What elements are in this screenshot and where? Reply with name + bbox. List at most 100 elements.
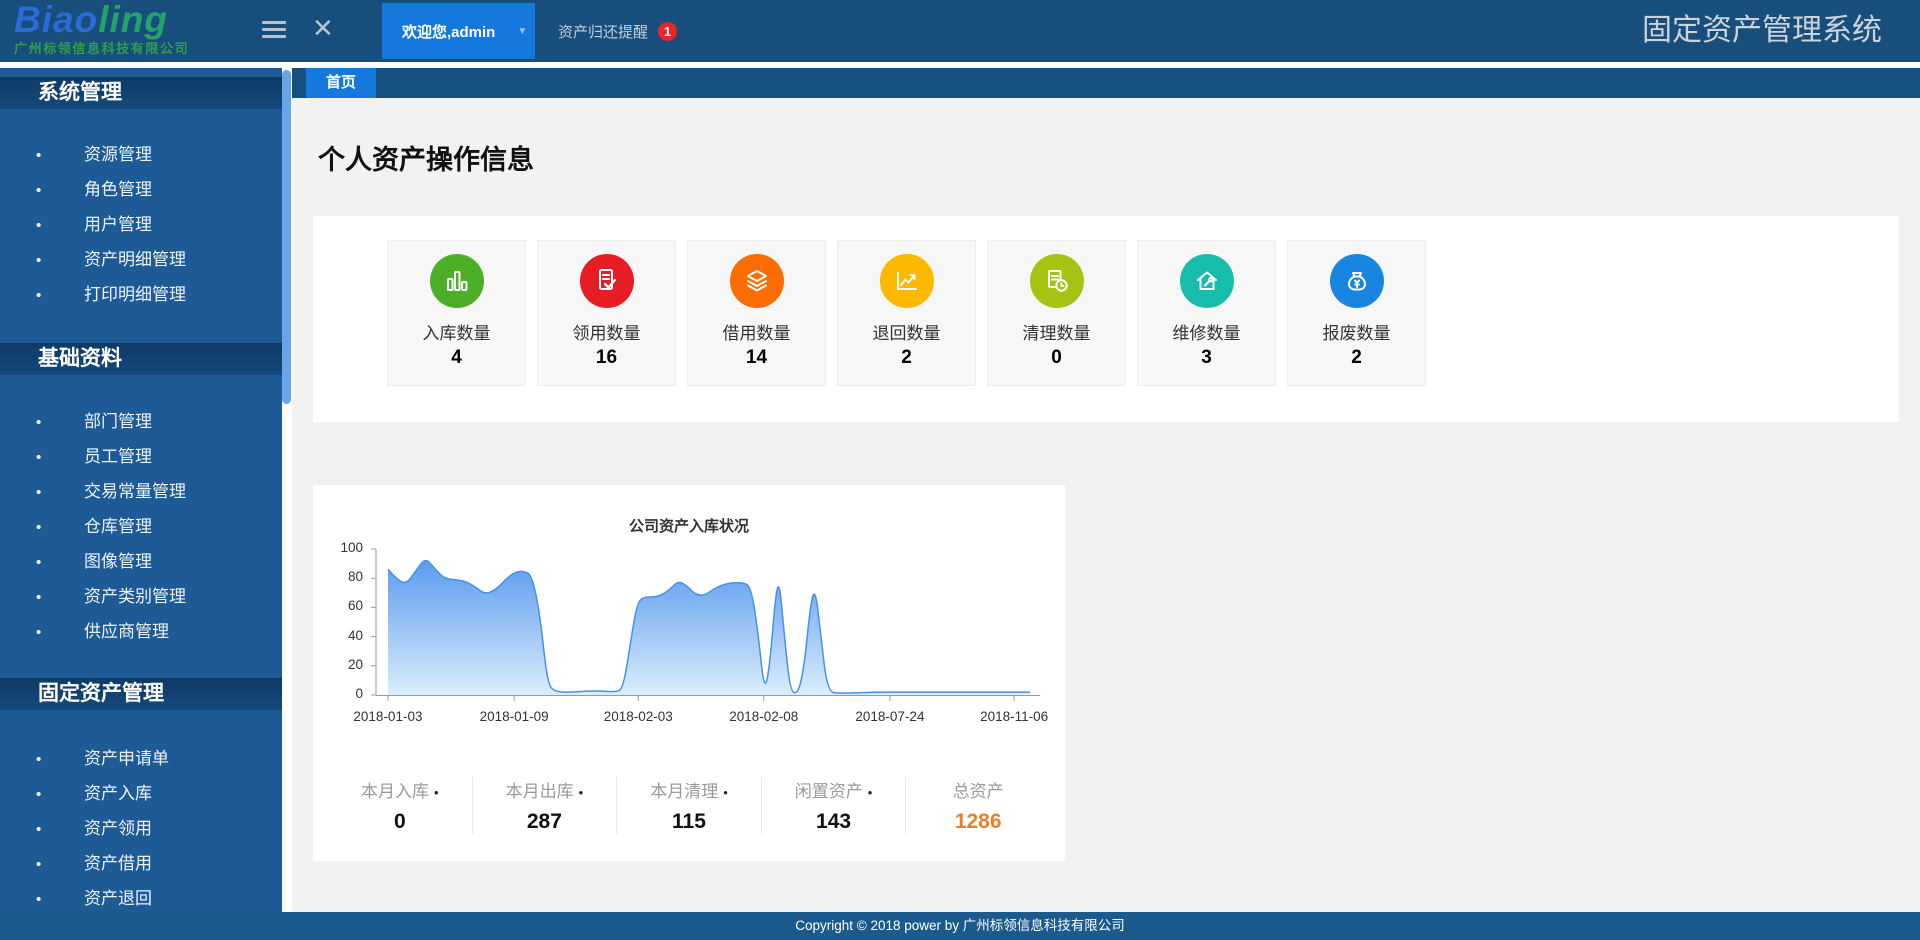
bullet-icon: • — [36, 449, 42, 466]
main-content: 首页 个人资产操作信息 入库数量 4 领用数量 16 — [292, 68, 1920, 912]
sidebar-item-resource-mgmt[interactable]: • 资源管理 — [0, 137, 282, 172]
sidebar-menu-system: • 资源管理 • 角色管理 • 用户管理 • 资产明细管理 • 打印明细管理 — [0, 137, 282, 312]
app-title: 固定资产管理系统 — [1642, 14, 1882, 47]
card-label: 入库数量 — [422, 324, 491, 343]
footer-copyright: Copyright © 2018 power by 广州标领信息科技有限公司 — [0, 912, 1920, 940]
user-menu-button[interactable]: 欢迎您,admin ▼ — [382, 3, 535, 59]
card-scrap-count[interactable]: 报废数量 2 — [1287, 240, 1426, 386]
y-tick-label: 0 — [355, 686, 363, 701]
card-borrow-count[interactable]: 借用数量 14 — [687, 240, 826, 386]
company-logo[interactable]: Biaoling 广州标领信息科技有限公司 — [14, 1, 189, 57]
card-label: 维修数量 — [1172, 324, 1241, 343]
asset-intake-chart-panel: 公司资产入库状况 本月入库 • 0 — [313, 485, 1065, 861]
summary-month-outbound: 本月出库 • 287 — [471, 777, 617, 834]
summary-month-inbound: 本月入库 • 0 — [361, 782, 439, 833]
x-tick-label: 2018-02-03 — [603, 709, 673, 724]
logo-text-blue: Biao — [14, 0, 99, 40]
sidebar-item-asset-application[interactable]: • 资产申请单 — [0, 741, 282, 776]
card-requisition-count[interactable]: 领用数量 16 — [537, 240, 676, 386]
dot-icon: • — [867, 785, 873, 800]
bullet-icon: • — [36, 856, 42, 873]
sidebar-item-asset-borrow[interactable]: • 资产借用 — [0, 846, 282, 881]
bullet-icon: • — [36, 182, 42, 199]
reminder-label: 资产归还提醒 — [558, 23, 649, 41]
chart-title: 公司资产入库状况 — [628, 518, 749, 535]
area-chart — [371, 548, 1040, 701]
card-value: 14 — [745, 347, 768, 368]
sidebar-section-fixed-asset[interactable]: 固定资产管理 — [0, 678, 282, 710]
bullet-icon: • — [36, 821, 42, 838]
bullet-icon: • — [36, 589, 42, 606]
y-axis-ticks — [371, 548, 376, 696]
notification-badge: 1 — [658, 21, 678, 41]
logo-wordmark: Biaoling — [14, 1, 189, 39]
bullet-icon: • — [36, 751, 42, 768]
card-value: 16 — [595, 347, 618, 368]
dot-icon: • — [578, 785, 584, 800]
sidebar-item-supplier-mgmt[interactable]: • 供应商管理 — [0, 614, 282, 649]
sidebar-scrollbar[interactable] — [282, 70, 291, 404]
card-cleanup-count[interactable]: 清理数量 0 — [987, 240, 1126, 386]
topbar: Biaoling 广州标领信息科技有限公司 ✕ 欢迎您,admin ▼ 资产归还… — [0, 0, 1920, 62]
summary-total-assets: 总资产• 1286 — [905, 777, 1050, 834]
sidebar-section-basic-data[interactable]: 基础资料 — [0, 343, 282, 375]
logo-subtitle: 广州标领信息科技有限公司 — [14, 41, 190, 56]
sidebar-item-department-mgmt[interactable]: • 部门管理 — [0, 404, 282, 439]
x-axis-ticks — [387, 695, 1015, 701]
bullet-icon: • — [36, 891, 42, 908]
card-label: 清理数量 — [1022, 324, 1091, 343]
x-tick-label: 2018-11-06 — [980, 709, 1049, 724]
asset-summary-row: 本月入库 • 0 本月出库 • 287 本月清理 • 115 闲置资产 • 143 总资… — [328, 743, 1050, 854]
bullet-icon: • — [36, 786, 42, 803]
bullet-icon: • — [36, 414, 42, 431]
card-label: 报废数量 — [1322, 324, 1391, 343]
card-value: 4 — [451, 347, 462, 368]
sidebar-item-asset-requisition[interactable]: • 资产领用 — [0, 811, 282, 846]
sidebar-item-employee-mgmt[interactable]: • 员工管理 — [0, 439, 282, 474]
bullet-icon: • — [36, 147, 42, 164]
card-return-count[interactable]: 退回数量 2 — [837, 240, 976, 386]
bullet-icon: • — [36, 217, 42, 234]
bullet-icon: • — [36, 554, 42, 571]
y-tick-label: 20 — [347, 656, 363, 672]
stat-cards-panel: 入库数量 4 领用数量 16 借用数量 14 — [313, 216, 1899, 422]
tab-home[interactable]: 首页 — [306, 68, 377, 98]
house-wrench-icon — [1179, 254, 1234, 308]
sidebar-section-system[interactable]: 系统管理 — [0, 77, 282, 109]
sidebar-item-asset-detail-mgmt[interactable]: • 资产明细管理 — [0, 242, 282, 277]
asset-return-reminder[interactable]: 资产归还提醒 1 — [558, 0, 678, 62]
hamburger-menu-icon[interactable] — [262, 21, 286, 42]
tab-strip: 首页 — [292, 68, 1920, 98]
bar-chart-icon — [429, 254, 484, 308]
sidebar-item-print-detail-mgmt[interactable]: • 打印明细管理 — [0, 277, 282, 312]
layers-icon — [729, 254, 784, 308]
card-value: 2 — [1351, 347, 1362, 368]
sidebar-item-asset-category-mgmt[interactable]: • 资产类别管理 — [0, 579, 282, 614]
page-title: 个人资产操作信息 — [318, 145, 534, 175]
y-tick-label: 100 — [340, 540, 363, 555]
bullet-icon: • — [36, 484, 42, 501]
card-inbound-count[interactable]: 入库数量 4 — [387, 240, 526, 386]
card-value: 2 — [901, 347, 912, 368]
close-icon[interactable]: ✕ — [312, 13, 334, 43]
line-chart-icon — [879, 254, 934, 308]
bullet-icon: • — [36, 287, 42, 304]
chevron-down-icon: ▼ — [517, 25, 528, 37]
card-repair-count[interactable]: 维修数量 3 — [1137, 240, 1276, 386]
sidebar-item-user-mgmt[interactable]: • 用户管理 — [0, 207, 282, 242]
sidebar-item-trade-constant-mgmt[interactable]: • 交易常量管理 — [0, 474, 282, 509]
x-tick-label: 2018-01-09 — [479, 709, 549, 724]
sidebar-item-asset-inbound[interactable]: • 资产入库 — [0, 776, 282, 811]
sidebar-item-image-mgmt[interactable]: • 图像管理 — [0, 544, 282, 579]
sidebar-item-asset-return[interactable]: • 资产退回 — [0, 881, 282, 912]
stat-cards-row: 入库数量 4 领用数量 16 借用数量 14 — [387, 240, 1426, 386]
sidebar-item-warehouse-mgmt[interactable]: • 仓库管理 — [0, 509, 282, 544]
content-body: 个人资产操作信息 入库数量 4 领用数量 16 — [292, 98, 1920, 912]
welcome-label: 欢迎您,admin — [402, 23, 496, 41]
card-label: 借用数量 — [722, 324, 791, 343]
y-tick-label: 60 — [347, 598, 363, 614]
x-tick-label: 2018-07-24 — [855, 709, 925, 724]
dot-icon: • — [723, 785, 728, 800]
bullet-icon: • — [36, 624, 42, 641]
sidebar-item-role-mgmt[interactable]: • 角色管理 — [0, 172, 282, 207]
